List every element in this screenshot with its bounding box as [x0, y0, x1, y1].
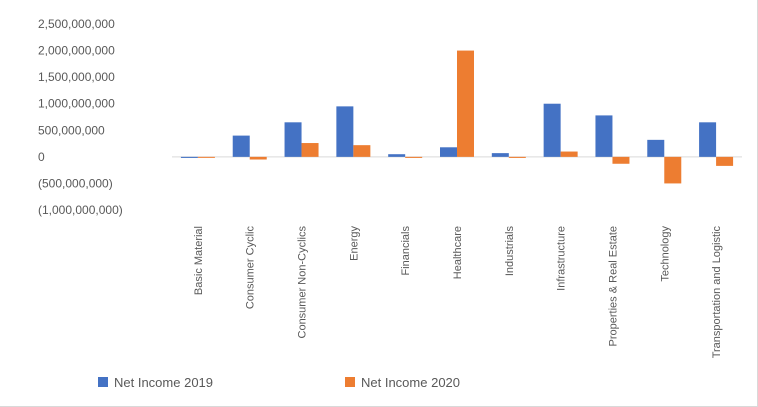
bar-net-income-2019 [595, 115, 613, 157]
bar-net-income-2020 [301, 143, 319, 157]
bar-net-income-2020 [508, 156, 526, 158]
category-labels: Basic Material Consumer Cyclic Consumer No… [193, 226, 723, 359]
bar-net-income-2019 [440, 147, 457, 157]
category-label: Consumer Cyclic [245, 226, 257, 310]
bar-net-income-2019 [647, 139, 665, 157]
category-label: Energy [348, 226, 360, 261]
bar-net-income-2020 [560, 151, 578, 157]
bar-net-income-2020 [197, 156, 215, 158]
bar-net-income-2019 [284, 122, 302, 157]
y-tick-label: 2,500,000,000 [38, 17, 115, 31]
category-label: Infrastructure [556, 226, 568, 291]
bar-net-income-2020 [249, 156, 267, 160]
y-tick-label: 1,500,000,000 [38, 70, 115, 84]
legend-swatch [98, 377, 108, 387]
legend-label: Net Income 2019 [114, 375, 213, 390]
bar-net-income-2020 [664, 156, 682, 184]
bar-net-income-2019 [543, 103, 561, 157]
legend-label: Net Income 2020 [361, 375, 460, 390]
category-label: Technology [659, 226, 671, 282]
bar-net-income-2019 [491, 153, 509, 157]
bar-net-income-2019 [232, 135, 250, 157]
bar-net-income-2020 [457, 50, 474, 157]
y-tick-label: 1,000,000,000 [38, 97, 115, 111]
bar-net-income-2019 [699, 122, 717, 157]
y-tick-label: 2,000,000,000 [38, 44, 115, 58]
category-label: Properties & Real Estate [607, 226, 619, 346]
category-label: Industrials [504, 226, 516, 277]
y-tick-label: (500,000,000) [38, 176, 113, 190]
bar-net-income-2020 [353, 145, 371, 157]
category-label: Financials [400, 226, 412, 276]
category-label: Consumer Non-Cyclics [297, 226, 309, 339]
bar-net-income-2020 [716, 156, 734, 166]
bar-net-income-2019 [388, 154, 406, 157]
y-tick-label: (1,000,000,000) [38, 203, 123, 217]
category-label: Transportation and Logistic [711, 226, 723, 359]
y-axis-ticks: 2,500,000,000 2,000,000,000 1,500,000,000 1… [38, 17, 123, 217]
category-label: Healthcare [452, 226, 464, 279]
y-tick-label: 0 [38, 150, 45, 164]
bar-net-income-2019 [336, 106, 354, 157]
bar-net-income-2020 [405, 156, 423, 158]
bars [180, 50, 734, 184]
category-label: Basic Material [193, 226, 205, 295]
legend: Net Income 2019 Net Income 2020 [98, 375, 460, 390]
legend-swatch [345, 377, 355, 387]
bar-net-income-2019 [180, 156, 198, 158]
bar-net-income-2020 [612, 156, 630, 164]
y-tick-label: 500,000,000 [38, 123, 105, 137]
